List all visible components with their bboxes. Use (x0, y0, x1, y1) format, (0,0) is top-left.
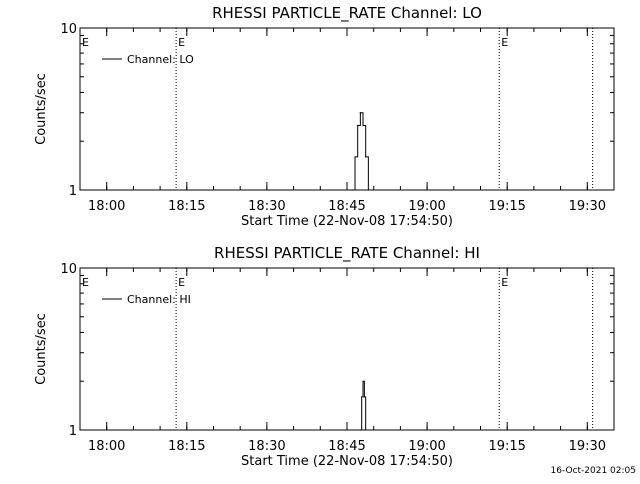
data-point (362, 124, 364, 127)
data-point (359, 429, 361, 431)
y-tick-label: 1 (69, 184, 77, 199)
data-point (362, 380, 364, 382)
data-point (359, 112, 361, 114)
x-tick-label: 19:15 (488, 199, 525, 214)
event-marker: E (501, 276, 508, 289)
event-marker: E (501, 36, 508, 49)
timestamp: 16-Oct-2021 02:05 (550, 466, 636, 476)
data-point (351, 189, 353, 191)
data-point (367, 189, 369, 191)
event-marker: E (178, 276, 185, 289)
chart-panel-1: RHESSI PARTICLE_RATE Channel: LO Counts/s… (34, 4, 615, 229)
event-marker: E (178, 36, 185, 49)
chart-panel-2: RHESSI PARTICLE_RATE Channel: HI Counts/s… (34, 244, 615, 469)
x-tick-label: 18:15 (168, 439, 205, 454)
x-tick-label: 19:15 (488, 439, 525, 454)
x-tick-label: 18:45 (328, 439, 365, 454)
data-point (354, 156, 356, 158)
x-tick-label: 18:45 (328, 199, 365, 214)
y-tick-label: 1 (69, 424, 77, 439)
x-axis-label: Start Time (22-Nov-08 17:54:50) (241, 214, 453, 229)
x-axis-label: Start Time (22-Nov-08 17:54:50) (241, 454, 453, 469)
data-point (363, 396, 365, 398)
event-marker-left: E (82, 276, 89, 289)
y-axis-label: Counts/sec (34, 313, 49, 385)
event-marker-left: E (82, 36, 89, 49)
x-tick-label: 18:00 (88, 199, 125, 214)
data-point (365, 429, 367, 431)
legend-label: Channel: HI (127, 293, 191, 306)
x-tick-label: 19:30 (569, 439, 606, 454)
series-line (352, 112, 369, 191)
legend-label: Channel: LO (127, 53, 194, 66)
y-axis-label: Counts/sec (34, 73, 49, 145)
data-point (365, 156, 367, 158)
x-tick-label: 18:15 (168, 199, 205, 214)
chart-title: RHESSI PARTICLE_RATE Channel: HI (214, 244, 480, 263)
x-tick-label: 19:30 (569, 199, 606, 214)
data-point (357, 124, 359, 127)
x-tick-label: 19:00 (408, 199, 445, 214)
x-tick-label: 19:00 (408, 439, 445, 454)
series-line (360, 380, 367, 431)
chart-title: RHESSI PARTICLE_RATE Channel: LO (212, 4, 482, 23)
x-tick-label: 18:30 (248, 199, 285, 214)
y-tick-label: 10 (60, 22, 77, 37)
data-point (361, 396, 363, 398)
x-tick-label: 18:30 (248, 439, 285, 454)
y-tick-label: 10 (60, 262, 77, 277)
x-tick-label: 18:00 (88, 439, 125, 454)
